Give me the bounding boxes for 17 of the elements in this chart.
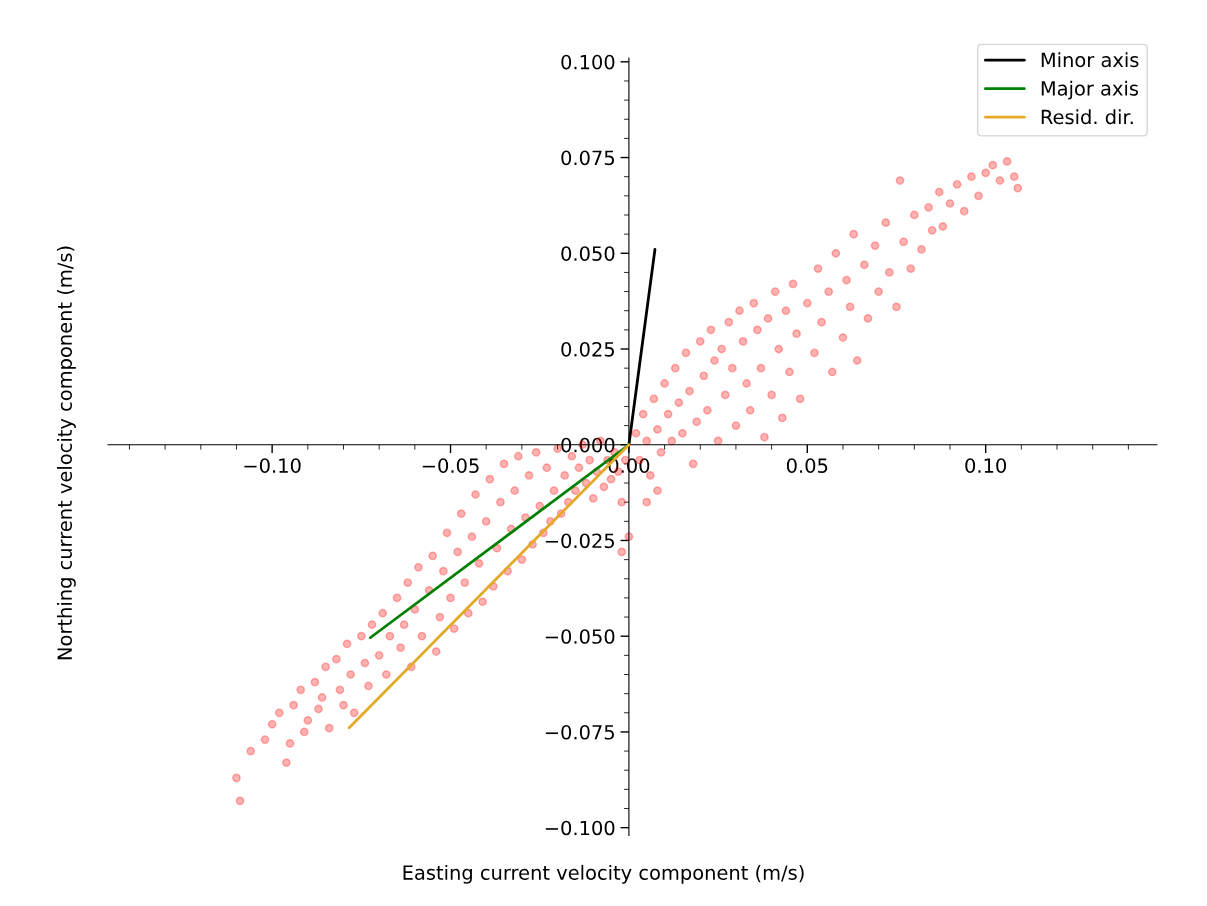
y-tick-label: 0.050 [561, 246, 615, 261]
y-tick-label: −0.050 [545, 629, 615, 644]
y-tick-label: 0.100 [561, 54, 615, 70]
y-tick-label: 0.075 [561, 150, 615, 166]
legend-label: Major axis [1041, 80, 1139, 100]
y-tick-label: 0.025 [561, 341, 615, 357]
y-tick-label: −0.075 [545, 724, 615, 740]
y-tick-label: −0.025 [545, 533, 615, 549]
x-tick-label: 0.05 [786, 458, 828, 473]
legend-label: Resid. dir. [1041, 109, 1133, 125]
legend-label: Minor axis [1041, 52, 1139, 68]
x-tick-label: 0.10 [965, 458, 1007, 473]
y-axis-title: Northing current velocity component (m/s) [56, 246, 76, 660]
y-tick-label: −0.100 [545, 820, 615, 836]
x-tick-label: −0.10 [244, 458, 301, 473]
x-axis-title: Easting current velocity component (m/s) [403, 864, 804, 884]
x-tick-label: −0.05 [422, 458, 479, 473]
